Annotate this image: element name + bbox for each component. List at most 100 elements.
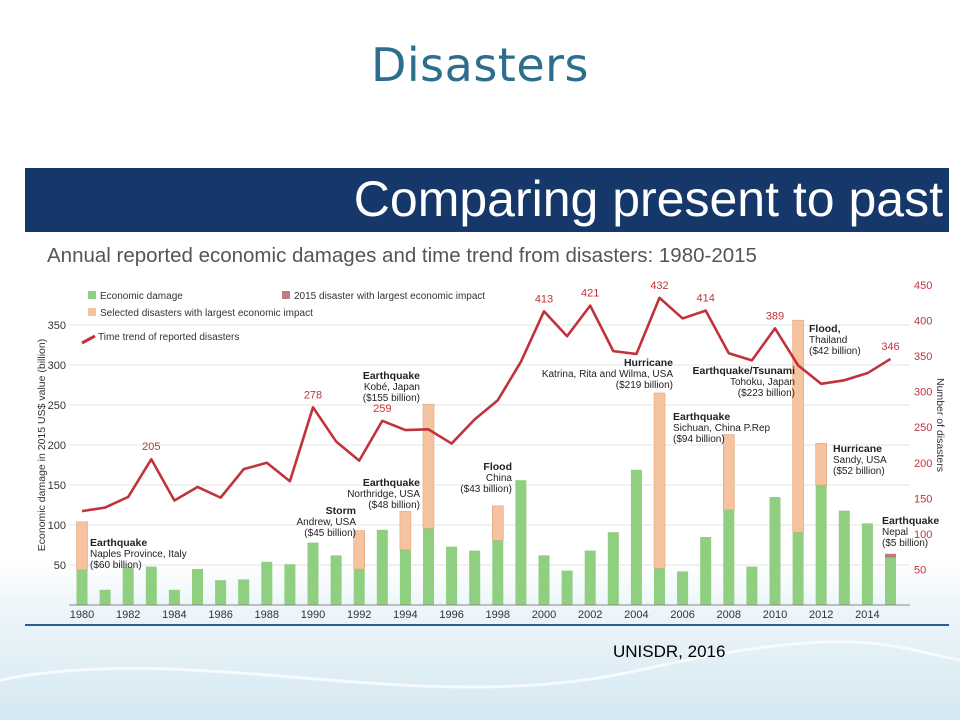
trend-point-label: 346	[881, 341, 899, 353]
y-tick-label: 200	[48, 440, 66, 452]
trend-point-label: 389	[766, 310, 784, 322]
y2-tick-label: 250	[914, 422, 932, 434]
legend-swatch	[88, 291, 96, 299]
x-tick-label: 2002	[578, 609, 602, 621]
banner-text: Comparing present to past	[353, 171, 943, 227]
bar-economic-damage	[723, 509, 735, 605]
legend-swatch	[88, 308, 96, 316]
x-tick-label: 1996	[439, 609, 463, 621]
trend-point-label: 278	[304, 389, 322, 401]
bar-largest-2015	[885, 553, 896, 558]
annotation-label: ($48 billion)	[368, 500, 420, 511]
x-tick-label: 1990	[301, 609, 325, 621]
annotation-label: Earthquake	[673, 411, 730, 423]
annotation-label: ($5 billion)	[882, 538, 928, 549]
y-tick-label: 350	[48, 320, 66, 332]
bar-economic-damage	[492, 540, 504, 605]
y2-tick-label: 300	[914, 387, 932, 399]
bar-economic-damage	[192, 569, 203, 605]
x-tick-label: 2010	[763, 609, 787, 621]
annotation-label: Northridge, USA	[347, 489, 420, 500]
bar-economic-damage	[215, 580, 227, 605]
x-tick-label: 2012	[809, 609, 833, 621]
legend-swatch	[282, 291, 290, 299]
bar-economic-damage	[792, 532, 804, 605]
bar-economic-damage	[446, 546, 458, 605]
chart-grid	[69, 324, 910, 566]
y2-tick-label: 50	[914, 564, 926, 576]
x-tick-label: 1988	[255, 609, 279, 621]
y2-tick-label: 100	[914, 529, 932, 541]
bar-economic-damage	[99, 589, 111, 605]
bar-economic-damage	[122, 567, 134, 605]
bar-selected-disaster	[792, 319, 804, 533]
y-tick-label: 100	[48, 520, 66, 532]
annotation-label: ($52 billion)	[833, 466, 885, 477]
title-banner: Comparing present to past	[25, 168, 949, 232]
bar-economic-damage	[330, 555, 342, 605]
y2-tick-label: 350	[914, 351, 932, 363]
bar-selected-disaster	[353, 530, 366, 570]
bar-selected-disaster	[722, 434, 735, 511]
bar-economic-damage	[399, 549, 411, 605]
trend-point-label: 432	[650, 280, 668, 292]
x-tick-label: 1986	[208, 609, 232, 621]
x-tick-label: 2004	[624, 609, 648, 621]
annotation-label: ($223 billion)	[738, 388, 795, 399]
legend-swatch	[81, 334, 96, 345]
bar-economic-damage	[561, 570, 573, 605]
annotation-label: Andrew, USA	[297, 517, 357, 528]
annotation-label: ($43 billion)	[460, 484, 512, 495]
trend-line	[81, 296, 892, 513]
bar-economic-damage	[145, 566, 157, 605]
annotation-label: Hurricane	[624, 357, 673, 369]
annotation-label: ($45 billion)	[304, 528, 356, 539]
slide-title: Disasters	[370, 38, 590, 92]
y2-tick-label: 450	[914, 280, 932, 292]
bar-economic-damage	[469, 550, 481, 605]
trend-point-label: 259	[373, 403, 391, 415]
trend-point-label: 421	[581, 288, 599, 300]
bar-economic-damage	[238, 579, 250, 605]
bar-economic-damage	[515, 480, 527, 605]
annotation-label: Sandy, USA	[833, 455, 887, 466]
chart-legend: Economic damage 2015 disaster with larges…	[81, 291, 485, 345]
annotation-label: ($94 billion)	[673, 434, 725, 445]
annotation-label: Earthquake	[363, 477, 420, 489]
x-tick-label: 1994	[393, 609, 417, 621]
trend-point-label: 205	[142, 441, 160, 453]
x-tick-label: 1982	[116, 609, 140, 621]
y-axis-title: Economic damage in 2015 US$ value (billi…	[36, 339, 48, 551]
annotation-label: China	[486, 473, 513, 484]
legend-label: 2015 disaster with largest economic impa…	[294, 291, 485, 302]
legend-label: Time trend of reported disasters	[98, 332, 239, 343]
annotation-label: ($60 billion)	[90, 560, 142, 571]
bar-economic-damage	[423, 528, 434, 605]
bar-economic-damage	[538, 555, 550, 605]
chart-bars	[76, 319, 896, 605]
bar-economic-damage	[630, 469, 642, 605]
legend-label: Economic damage	[100, 291, 183, 302]
x-tick-label: 1980	[70, 609, 94, 621]
y-tick-label: 300	[48, 360, 66, 372]
chart-title: Annual reported economic damages and tim…	[47, 244, 757, 267]
annotation-label: ($42 billion)	[809, 346, 861, 357]
bar-economic-damage	[746, 566, 758, 605]
annotation-label: Earthquake	[90, 537, 147, 549]
x-tick-label: 1992	[347, 609, 371, 621]
bar-economic-damage	[677, 571, 689, 605]
y2-axis-title: Number of disasters	[934, 378, 946, 472]
decorative-wave	[0, 624, 960, 689]
x-tick-label: 2014	[855, 609, 879, 621]
chart-axes: 50 100 150 200 250 300 350 50 100 150 200 250 300 350…	[36, 280, 946, 621]
bar-economic-damage	[168, 589, 180, 605]
annotation-label: Thailand	[809, 335, 847, 346]
bar-selected-disaster	[653, 392, 666, 569]
bar-economic-damage	[584, 550, 596, 605]
bar-economic-damage	[838, 510, 850, 605]
bar-economic-damage	[700, 537, 712, 605]
annotation-label: Nepal	[882, 527, 908, 538]
bar-economic-damage	[307, 542, 319, 605]
y-tick-label: 250	[48, 400, 66, 412]
